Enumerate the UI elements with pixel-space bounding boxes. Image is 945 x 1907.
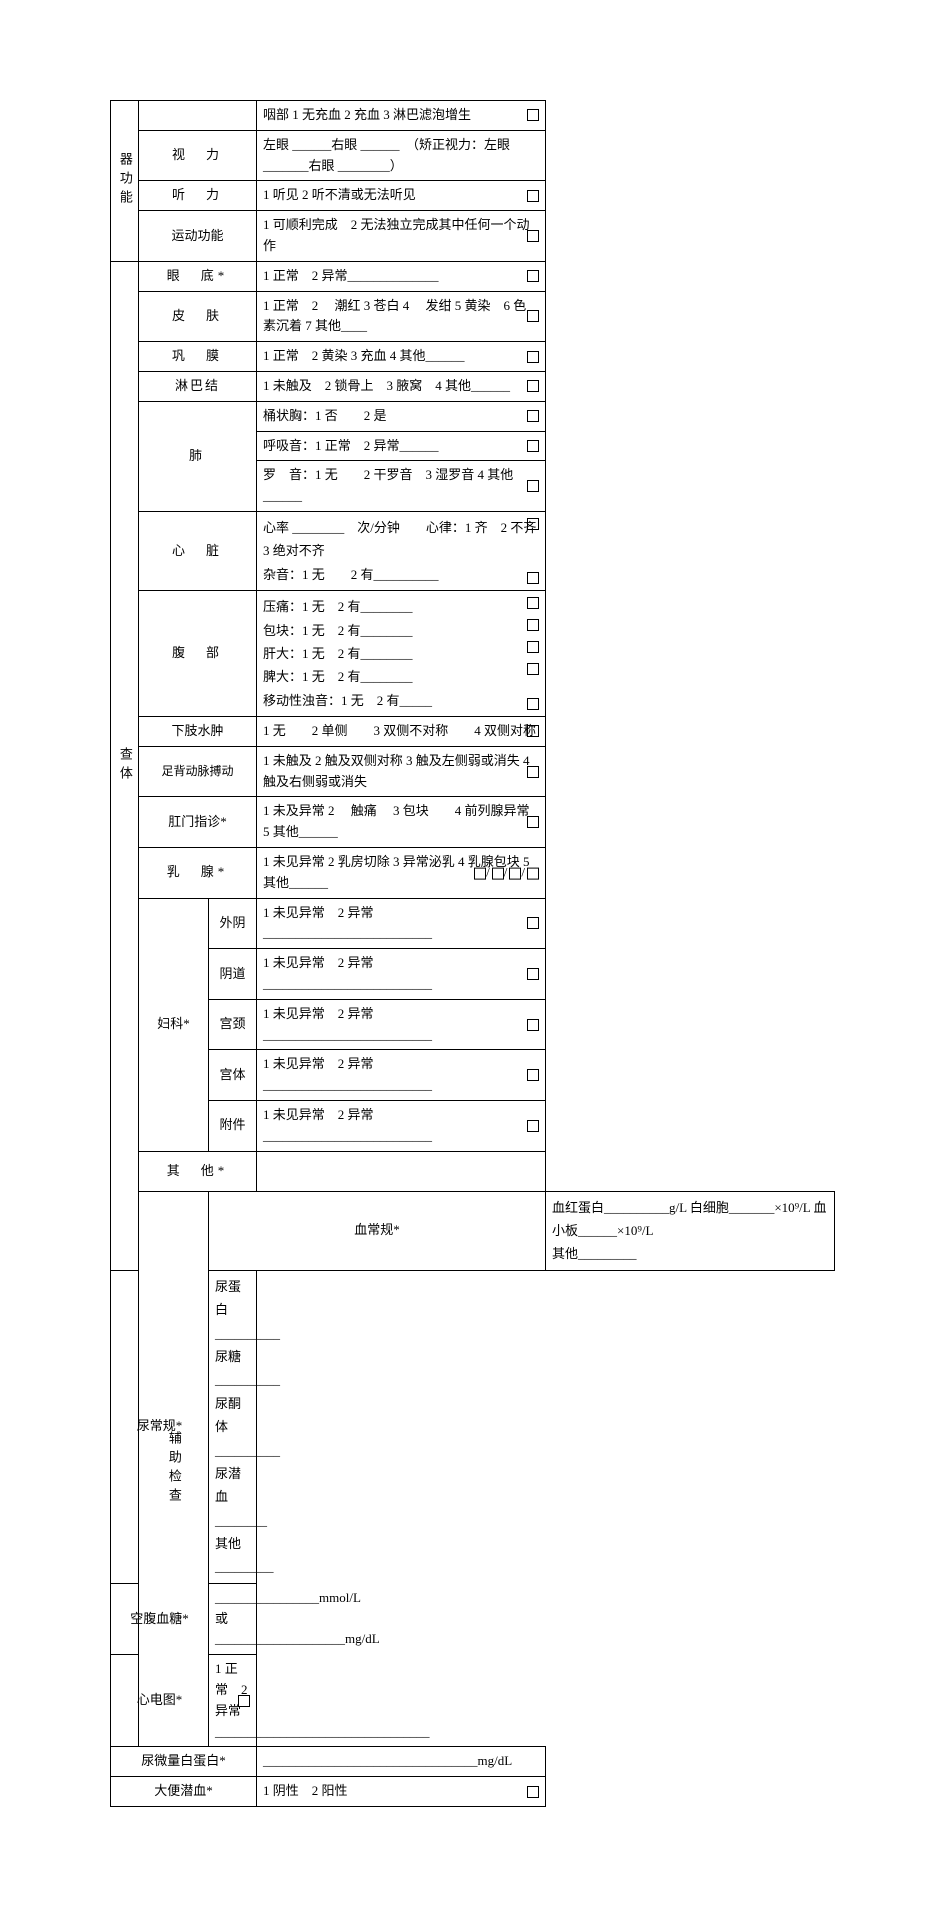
row-dorsal-label: 足背动脉搏动 — [139, 746, 257, 797]
row-micro: _________________________________mg/dL — [257, 1747, 546, 1777]
row-heart: 心率 ________ 次/分钟 心律：1 齐 2 不齐 3 绝对不齐 杂音：1… — [257, 511, 546, 590]
row-lung-label: 肺 — [139, 401, 257, 511]
row-blood: 血红蛋白__________g/L 白细胞_______×10⁹/L 血小板__… — [546, 1191, 835, 1270]
row-sclera: 1 正常 2 黄染 3 充血 4 其他______ — [257, 342, 546, 372]
row-gyn2: 1 未见异常 2 异常__________________________ — [257, 949, 546, 1000]
checkbox[interactable] — [527, 1019, 539, 1031]
row-other — [257, 1151, 546, 1191]
checkbox[interactable] — [527, 641, 539, 653]
row-edema: 1 无 2 单侧 3 双侧不对称 4 双侧对称 — [257, 717, 546, 747]
row-glucose: ________________mmol/L 或 _______________… — [209, 1583, 257, 1654]
row-pharynx: 咽部 1 无充血 2 充血 3 淋巴滤泡增生 — [257, 101, 546, 131]
row-gyn4: 1 未见异常 2 异常__________________________ — [257, 1050, 546, 1101]
row-breast-label: 乳 腺* — [139, 848, 257, 899]
checkbox[interactable] — [527, 440, 539, 452]
checkbox[interactable] — [527, 867, 539, 879]
row-lymph-label: 淋巴结 — [139, 371, 257, 401]
checkbox[interactable] — [527, 230, 539, 242]
row-gyn3-label: 宫颈 — [209, 999, 257, 1050]
row-gyn1: 1 未见异常 2 异常__________________________ — [257, 898, 546, 949]
checkbox[interactable] — [527, 1786, 539, 1798]
checkbox[interactable] — [527, 816, 539, 828]
row-anal: 1 未及异常 2 触痛 3 包块 4 前列腺异常 5 其他______ — [257, 797, 546, 848]
row-gyn4-label: 宫体 — [209, 1050, 257, 1101]
checkbox[interactable] — [527, 597, 539, 609]
checkbox[interactable] — [527, 190, 539, 202]
row-glucose-label: 空腹血糖* — [111, 1583, 209, 1654]
row-anal-label: 肛门指诊* — [139, 797, 257, 848]
row-dorsal: 1 未触及 2 触及双侧对称 3 触及左侧弱或消失 4 触及右侧弱或消失 — [257, 746, 546, 797]
row-lung2: 呼吸音：1 正常 2 异常______ — [257, 431, 546, 461]
row-hearing-label: 听 力 — [139, 181, 257, 211]
checkbox[interactable] — [527, 518, 539, 530]
row-edema-label: 下肢水肿 — [139, 717, 257, 747]
checkbox[interactable] — [527, 725, 539, 737]
row-urine-label: 尿常规* — [111, 1270, 209, 1583]
checkbox[interactable] — [527, 351, 539, 363]
row-motor-label: 运动功能 — [139, 211, 257, 262]
checkbox[interactable] — [527, 410, 539, 422]
checkbox[interactable] — [527, 663, 539, 675]
medical-form-table: 器功能 咽部 1 无充血 2 充血 3 淋巴滤泡增生 视 力 左眼 ______… — [110, 100, 835, 1807]
row-gyn-label: 妇科* — [139, 898, 209, 1151]
checkbox[interactable] — [527, 698, 539, 710]
row-pharynx-label — [139, 101, 257, 131]
row-abdomen-label: 腹 部 — [139, 591, 257, 717]
checkbox[interactable] — [527, 109, 539, 121]
row-stool-label: 大便潜血* — [111, 1777, 257, 1807]
checkbox[interactable] — [492, 867, 504, 879]
checkbox[interactable] — [527, 917, 539, 929]
row-gyn2-label: 阴道 — [209, 949, 257, 1000]
checkbox[interactable] — [527, 1069, 539, 1081]
row-eye: 1 正常 2 异常______________ — [257, 261, 546, 291]
row-abdomen: 压痛：1 无 2 有________ 包块：1 无 2 有________ 肝大… — [257, 591, 546, 717]
row-motor: 1 可顺利完成 2 无法独立完成其中任何一个动作 — [257, 211, 546, 262]
checkbox[interactable] — [527, 480, 539, 492]
checkbox[interactable] — [527, 1120, 539, 1132]
checkbox[interactable] — [509, 867, 521, 879]
row-breast: 1 未见异常 2 乳房切除 3 异常泌乳 4 乳腺包块 5 其他______ /… — [257, 848, 546, 899]
row-eye-label: 眼 底* — [139, 261, 257, 291]
row-urine: 尿蛋白__________尿糖__________尿酮体__________尿潜… — [209, 1270, 257, 1583]
row-ecg: 1 正常 2 异常_______________________________… — [209, 1655, 257, 1747]
section-physical-exam: 查体 — [111, 261, 139, 1270]
row-micro-label: 尿微量白蛋白* — [111, 1747, 257, 1777]
checkbox[interactable] — [527, 380, 539, 392]
checkbox[interactable] — [527, 766, 539, 778]
checkbox[interactable] — [527, 572, 539, 584]
row-ecg-label: 心电图* — [111, 1655, 209, 1747]
checkbox[interactable] — [527, 310, 539, 322]
row-skin: 1 正常 2 潮红 3 苍白 4 发绀 5 黄染 6 色素沉着 7 其他____ — [257, 291, 546, 342]
row-other-label: 其 他* — [139, 1151, 257, 1191]
row-lung1: 桶状胸：1 否 2 是 — [257, 401, 546, 431]
row-blood-label: 血常规* — [209, 1191, 546, 1270]
checkbox[interactable] — [474, 867, 486, 879]
row-vision: 左眼 ______右眼 ______ （矫正视力：左眼 _______右眼 __… — [257, 130, 546, 181]
checkbox[interactable] — [527, 270, 539, 282]
section-organ-function: 器功能 — [111, 101, 139, 262]
row-gyn5-label: 附件 — [209, 1101, 257, 1152]
row-lung3: 罗 音：1 无 2 干罗音 3 湿罗音 4 其他______ — [257, 461, 546, 512]
row-sclera-label: 巩 膜 — [139, 342, 257, 372]
row-vision-label: 视 力 — [139, 130, 257, 181]
checkbox[interactable] — [238, 1695, 250, 1707]
row-heart-label: 心 脏 — [139, 511, 257, 590]
row-gyn3: 1 未见异常 2 异常__________________________ — [257, 999, 546, 1050]
row-stool: 1 阴性 2 阳性 — [257, 1777, 546, 1807]
row-hearing: 1 听见 2 听不清或无法听见 — [257, 181, 546, 211]
row-gyn5: 1 未见异常 2 异常__________________________ — [257, 1101, 546, 1152]
checkbox[interactable] — [527, 968, 539, 980]
row-gyn1-label: 外阴 — [209, 898, 257, 949]
row-skin-label: 皮 肤 — [139, 291, 257, 342]
row-lymph: 1 未触及 2 锁骨上 3 腋窝 4 其他______ — [257, 371, 546, 401]
checkbox[interactable] — [527, 619, 539, 631]
